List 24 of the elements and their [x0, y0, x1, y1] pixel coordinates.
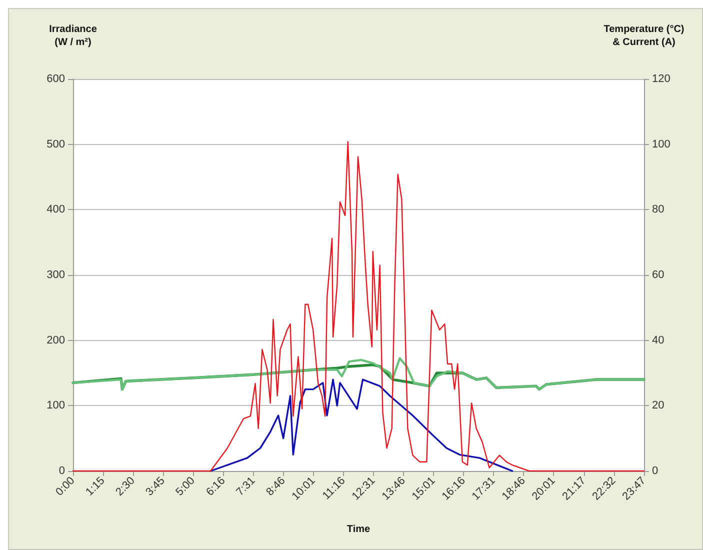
y2-tick-label: 120: [652, 73, 670, 85]
y2-tick-label: 60: [652, 269, 664, 281]
y-tick-label: 0: [58, 465, 65, 477]
line-series: [72, 357, 646, 390]
y2-tick-label: 80: [652, 204, 664, 216]
y2-axis-title: Temperature (°C) & Current (A): [604, 24, 684, 48]
y2-tick-label: 0: [652, 465, 658, 477]
y2-tick-label: 20: [652, 400, 664, 412]
x-tick-label: 5:00: [174, 474, 198, 498]
y-tick-label: 200: [46, 334, 65, 346]
x-tick-label: 6:16: [204, 474, 228, 498]
x-axis-title: Time: [346, 524, 371, 535]
y-tick-label: 500: [46, 138, 65, 150]
y2-tick-label: 40: [652, 334, 664, 346]
x-tick-label: 7:31: [234, 474, 258, 498]
y2-tick-label: 100: [652, 138, 670, 150]
y-tick-label: 600: [46, 73, 65, 85]
y-axis-title: Irradiance (W / m²): [49, 24, 98, 48]
y-tick-label: 100: [46, 400, 65, 412]
x-tick-label: 8:46: [264, 474, 288, 498]
y-tick-label: 300: [46, 269, 65, 281]
y-tick-label: 400: [46, 204, 65, 216]
line-series: [210, 378, 514, 472]
x-tick-label: 0:00: [54, 474, 78, 498]
